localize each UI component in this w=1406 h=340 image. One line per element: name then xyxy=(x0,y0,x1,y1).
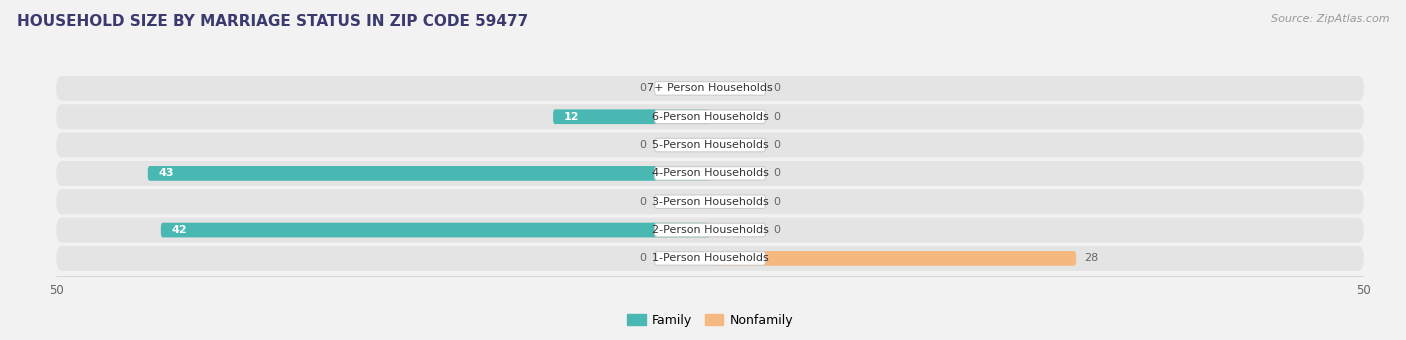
FancyBboxPatch shape xyxy=(654,223,766,237)
Legend: Family, Nonfamily: Family, Nonfamily xyxy=(621,309,799,332)
FancyBboxPatch shape xyxy=(148,166,710,181)
Text: Source: ZipAtlas.com: Source: ZipAtlas.com xyxy=(1271,14,1389,23)
Text: 5-Person Households: 5-Person Households xyxy=(651,140,769,150)
FancyBboxPatch shape xyxy=(56,104,1364,129)
Text: 0: 0 xyxy=(773,168,780,179)
Text: 1-Person Households: 1-Person Households xyxy=(651,253,769,264)
FancyBboxPatch shape xyxy=(160,223,710,237)
Text: 12: 12 xyxy=(564,112,579,122)
FancyBboxPatch shape xyxy=(56,76,1364,101)
Text: 0: 0 xyxy=(773,225,780,235)
Text: 0: 0 xyxy=(640,253,647,264)
Text: 0: 0 xyxy=(773,197,780,207)
FancyBboxPatch shape xyxy=(56,189,1364,214)
FancyBboxPatch shape xyxy=(56,161,1364,186)
Text: 0: 0 xyxy=(773,112,780,122)
FancyBboxPatch shape xyxy=(654,138,766,152)
Text: 0: 0 xyxy=(640,140,647,150)
FancyBboxPatch shape xyxy=(56,218,1364,242)
FancyBboxPatch shape xyxy=(56,133,1364,157)
Text: 0: 0 xyxy=(640,83,647,94)
Text: 0: 0 xyxy=(773,83,780,94)
Text: 2-Person Households: 2-Person Households xyxy=(651,225,769,235)
Text: 4-Person Households: 4-Person Households xyxy=(651,168,769,179)
FancyBboxPatch shape xyxy=(56,246,1364,271)
Text: 0: 0 xyxy=(773,140,780,150)
Text: 28: 28 xyxy=(1084,253,1098,264)
FancyBboxPatch shape xyxy=(654,167,766,180)
Text: 0: 0 xyxy=(640,197,647,207)
Text: 43: 43 xyxy=(159,168,174,179)
FancyBboxPatch shape xyxy=(654,82,766,95)
Text: 7+ Person Households: 7+ Person Households xyxy=(647,83,773,94)
FancyBboxPatch shape xyxy=(654,252,766,265)
FancyBboxPatch shape xyxy=(553,109,710,124)
Text: 42: 42 xyxy=(172,225,187,235)
Text: 6-Person Households: 6-Person Households xyxy=(651,112,769,122)
FancyBboxPatch shape xyxy=(654,195,766,208)
FancyBboxPatch shape xyxy=(710,251,1076,266)
FancyBboxPatch shape xyxy=(654,110,766,123)
Text: HOUSEHOLD SIZE BY MARRIAGE STATUS IN ZIP CODE 59477: HOUSEHOLD SIZE BY MARRIAGE STATUS IN ZIP… xyxy=(17,14,529,29)
Text: 3-Person Households: 3-Person Households xyxy=(651,197,769,207)
